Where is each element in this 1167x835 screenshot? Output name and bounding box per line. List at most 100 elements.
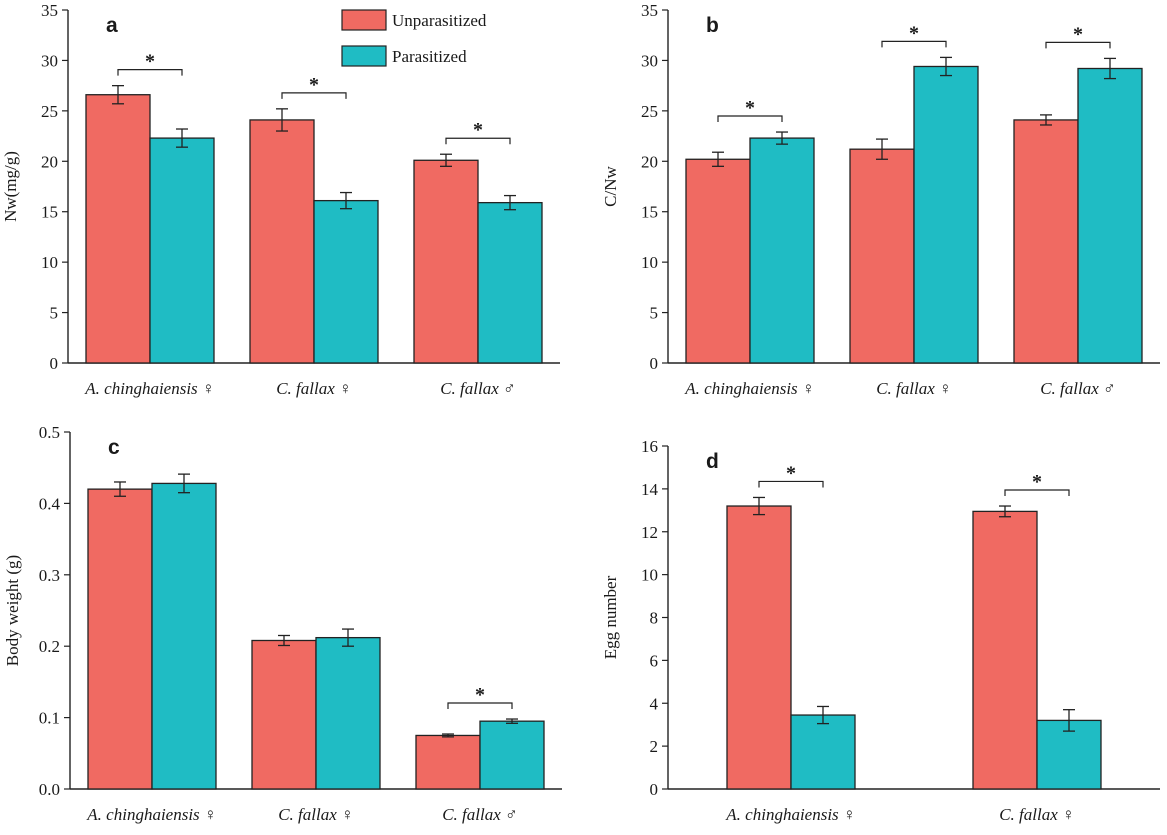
y-tick-label: 0.3 [39, 566, 60, 585]
sex-symbol: ♀ [339, 379, 352, 398]
bar-unparasitized [251, 639, 317, 790]
bar-unparasitized [972, 510, 1038, 790]
bar-parasitized [151, 482, 217, 790]
bar-parasitized [149, 137, 215, 364]
y-tick-label: 2 [650, 737, 659, 756]
significance-bracket [1004, 489, 1070, 497]
panel-c: 0.0 0.1 0.2 0.3 0.4 0.5 Body weight (g) c A. chi… [3, 423, 562, 824]
significance-marker: * [145, 51, 155, 73]
y-tick-label: 0.2 [39, 637, 60, 656]
y-tick-label: 4 [650, 694, 659, 713]
y-tick-label: 0 [650, 780, 659, 799]
y-tick-label: 0.0 [39, 780, 60, 799]
significance-marker: * [909, 22, 919, 44]
panel-d: 0 2 4 6 8 10 12 14 16 Egg number d * A. chinghaiensi… [601, 437, 1160, 824]
category-label: C. fallax ♂ [1040, 379, 1116, 398]
significance-marker: * [745, 97, 755, 119]
significance-marker: * [309, 74, 319, 96]
y-tick-label: 0.4 [39, 494, 61, 513]
bar-unparasitized [249, 119, 315, 364]
bar-unparasitized [685, 158, 751, 364]
bar-parasitized [749, 137, 815, 364]
y-tick-label: 15 [41, 203, 58, 222]
category-label: C. fallax ♂ [440, 379, 516, 398]
bar-parasitized [313, 199, 379, 364]
bar-parasitized [479, 720, 545, 790]
category-label: C. fallax ♂ [442, 805, 518, 824]
y-tick-label: 30 [641, 51, 658, 70]
bar-parasitized [477, 201, 543, 364]
y-tick-label: 0 [50, 354, 59, 373]
significance-bracket [445, 137, 511, 145]
panel-letter: d [706, 450, 719, 473]
y-tick-label: 8 [650, 609, 659, 628]
bar-unparasitized [85, 94, 151, 364]
y-tick-label: 5 [50, 304, 59, 323]
y-tick-label: 20 [41, 152, 58, 171]
significance-marker: * [1073, 23, 1083, 45]
y-tick-label: 20 [641, 152, 658, 171]
bar-parasitized [315, 636, 381, 790]
bar-unparasitized [1013, 119, 1079, 364]
sex-symbol: ♀ [843, 805, 856, 824]
legend: Unparasitized Parasitized [341, 9, 487, 67]
sex-symbol: ♀ [1062, 805, 1075, 824]
sex-symbol: ♂ [1103, 379, 1116, 398]
significance-bracket [717, 115, 783, 123]
y-tick-label: 0.1 [39, 709, 60, 728]
legend-swatch-unparasitized [341, 9, 387, 31]
y-axis-title: Nw(mg/g) [1, 151, 20, 222]
panel-letter: c [108, 436, 120, 459]
bar-unparasitized [413, 159, 479, 364]
panel-letter: a [106, 14, 118, 37]
panel-letter: b [706, 14, 719, 37]
bar-parasitized [1077, 67, 1143, 364]
y-tick-label: 10 [641, 566, 658, 585]
bar-parasitized [913, 65, 979, 364]
category-label: C. fallax ♀ [278, 805, 354, 824]
bar-unparasitized [87, 488, 153, 790]
bar-parasitized [790, 714, 856, 790]
y-tick-label: 15 [641, 203, 658, 222]
sex-symbol: ♀ [802, 379, 815, 398]
legend-swatch-parasitized [341, 45, 387, 67]
y-tick-label: 10 [41, 253, 58, 272]
y-tick-label: 12 [641, 523, 658, 542]
significance-bracket [447, 702, 513, 710]
sex-symbol: ♂ [505, 805, 518, 824]
y-tick-label: 0 [650, 354, 659, 373]
y-tick-label: 16 [641, 437, 658, 456]
y-tick-label: 0.5 [39, 423, 60, 442]
legend-label-parasitized: Parasitized [392, 47, 467, 66]
y-tick-label: 35 [641, 1, 658, 20]
y-tick-label: 25 [41, 102, 58, 121]
panel-b: 0 5 10 15 20 25 30 35 C/Nw b * A. chinghaiensis ♀ * C… [601, 1, 1160, 398]
bar-parasitized [1036, 719, 1102, 790]
category-label: C. fallax ♀ [999, 805, 1075, 824]
significance-bracket [117, 69, 183, 76]
y-axis-title: Egg number [601, 575, 620, 659]
category-label: A. chinghaiensis ♀ [84, 379, 214, 398]
category-label: A. chinghaiensis ♀ [684, 379, 814, 398]
y-axis-title: Body weight (g) [3, 555, 22, 666]
sex-symbol: ♀ [341, 805, 354, 824]
y-tick-label: 10 [641, 253, 658, 272]
significance-bracket [1045, 41, 1111, 49]
sex-symbol: ♂ [503, 379, 516, 398]
significance-bracket [881, 40, 947, 48]
bar-unparasitized [415, 734, 481, 790]
bar-unparasitized [726, 505, 792, 790]
significance-bracket [758, 480, 824, 488]
significance-bracket [281, 92, 347, 99]
y-tick-label: 30 [41, 51, 58, 70]
y-tick-label: 25 [641, 102, 658, 121]
bar-unparasitized [849, 148, 915, 364]
y-axis-title: C/Nw [601, 165, 620, 206]
sex-symbol: ♀ [202, 379, 215, 398]
significance-marker: * [475, 684, 485, 706]
sex-symbol: ♀ [204, 805, 217, 824]
category-label: A. chinghaiensis ♀ [725, 805, 855, 824]
y-tick-label: 35 [41, 1, 58, 20]
